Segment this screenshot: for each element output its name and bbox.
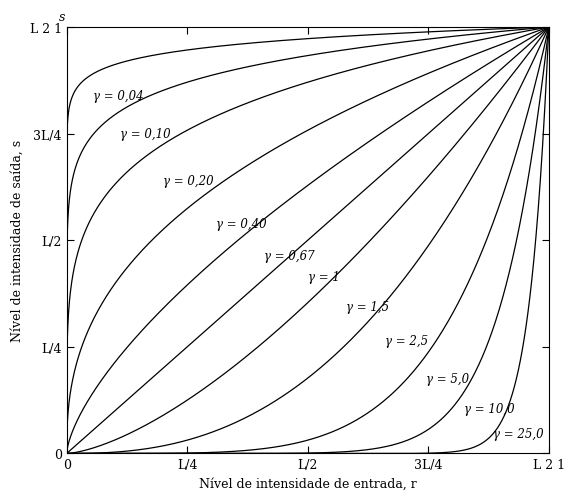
Text: γ = 0,10: γ = 0,10 [120, 128, 170, 141]
Text: γ = 0,20: γ = 0,20 [163, 175, 214, 188]
Text: γ = 0,04: γ = 0,04 [93, 90, 144, 103]
Text: s: s [59, 11, 65, 24]
X-axis label: Nível de intensidade de entrada, r: Nível de intensidade de entrada, r [199, 477, 416, 490]
Text: γ = 1: γ = 1 [308, 271, 340, 284]
Y-axis label: Nível de intensidade de saída, s: Nível de intensidade de saída, s [11, 140, 24, 342]
Text: γ = 0,67: γ = 0,67 [264, 249, 315, 262]
Text: γ = 0,40: γ = 0,40 [216, 217, 267, 230]
Text: γ = 25,0: γ = 25,0 [494, 427, 544, 439]
Text: γ = 5,0: γ = 5,0 [426, 373, 469, 386]
Text: γ = 2,5: γ = 2,5 [385, 334, 428, 347]
Text: γ = 10,0: γ = 10,0 [464, 402, 515, 415]
Text: γ = 1,5: γ = 1,5 [346, 300, 389, 313]
